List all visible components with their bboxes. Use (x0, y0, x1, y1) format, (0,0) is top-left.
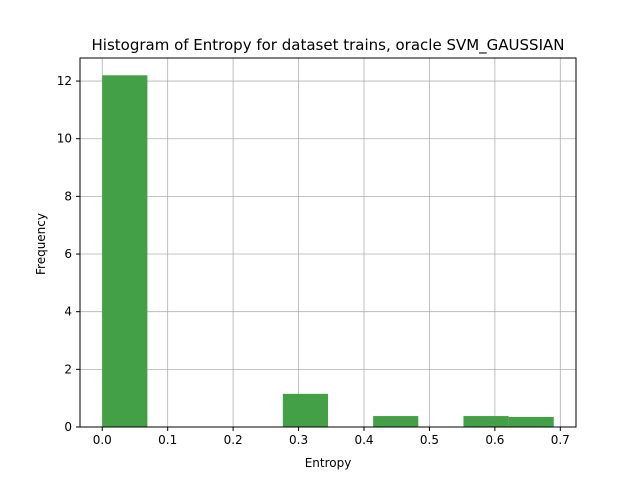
x-axis: 0.0 0.1 0.2 0.3 0.4 0.5 0.6 0.7 (93, 427, 570, 447)
x-tick-label: 0.2 (224, 433, 243, 447)
y-tick-label: 2 (64, 362, 72, 376)
histogram-bar (373, 416, 419, 427)
histogram-bar (463, 416, 509, 427)
histogram-bar (508, 416, 554, 427)
y-tick-label: 8 (64, 189, 72, 203)
x-tick-label: 0.0 (93, 433, 112, 447)
x-tick-label: 0.3 (289, 433, 308, 447)
y-tick-label: 10 (57, 132, 72, 146)
x-tick-label: 0.1 (158, 433, 177, 447)
histogram-bar (282, 393, 328, 427)
y-tick-label: 12 (57, 74, 72, 88)
x-tick-label: 0.4 (354, 433, 373, 447)
y-tick-label: 6 (64, 247, 72, 261)
histogram-bars (102, 75, 554, 427)
histogram-bar (102, 75, 148, 427)
x-tick-label: 0.7 (551, 433, 570, 447)
y-tick-label: 4 (64, 305, 72, 319)
y-tick-label: 0 (64, 420, 72, 434)
chart-title: Histogram of Entropy for dataset trains,… (92, 36, 565, 55)
y-axis: 0 2 4 6 8 10 12 (57, 74, 80, 434)
x-axis-label: Entropy (305, 456, 352, 470)
x-tick-label: 0.6 (485, 433, 504, 447)
grid-lines (80, 58, 576, 428)
plot-frame (79, 57, 577, 428)
x-tick-label: 0.5 (420, 433, 439, 447)
y-axis-label: Frequency (34, 213, 48, 275)
